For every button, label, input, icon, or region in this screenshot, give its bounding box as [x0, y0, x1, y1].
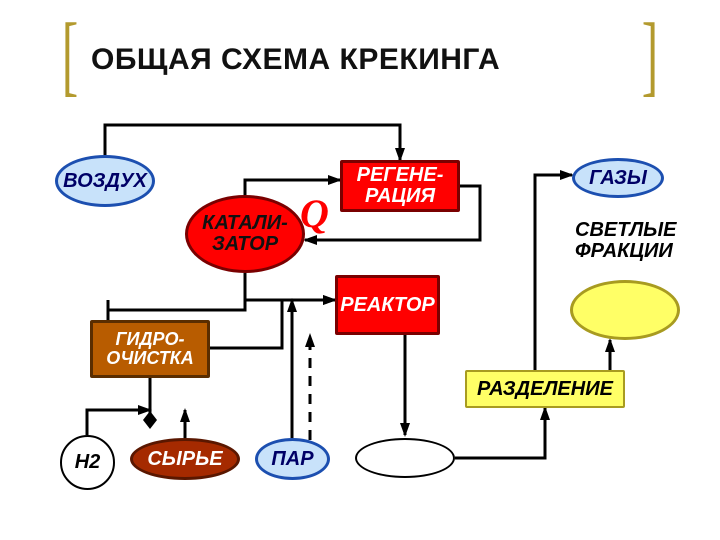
heat-q-label: Q	[300, 190, 329, 237]
edge	[210, 300, 335, 348]
node-steam: ПАР	[255, 438, 330, 480]
node-blank	[355, 438, 455, 478]
node-gases: ГАЗЫ	[572, 158, 664, 198]
edge	[245, 273, 335, 300]
edge	[105, 125, 400, 160]
slide-title: ОБЩАЯ СХЕМА КРЕКИНГА	[85, 43, 506, 77]
node-light-fractions	[570, 280, 680, 340]
node-regeneration: РЕГЕНЕ-РАЦИЯ	[340, 160, 460, 212]
edge	[108, 273, 245, 310]
node-separation: РАЗДЕЛЕНИЕ	[465, 370, 625, 408]
edge	[87, 410, 150, 435]
title-bracket-right: ]	[642, 26, 658, 86]
node-air: ВОЗДУХ	[55, 155, 155, 207]
edge	[535, 175, 572, 370]
node-feedstock: СЫРЬЕ	[130, 438, 240, 480]
node-hydrotreat: ГИДРО-ОЧИСТКА	[90, 320, 210, 378]
node-h2: Н2	[60, 435, 115, 490]
node-reactor: РЕАКТОР	[335, 275, 440, 335]
light-fractions-label: СВЕТЛЫЕ ФРАКЦИИ	[575, 220, 685, 262]
edge	[455, 408, 545, 458]
node-catalyst: КАТАЛИ-ЗАТОР	[185, 195, 305, 273]
slide-title-wrap: [ ОБЩАЯ СХЕМА КРЕКИНГА ]	[55, 30, 665, 90]
title-bracket-left: [	[62, 26, 78, 86]
